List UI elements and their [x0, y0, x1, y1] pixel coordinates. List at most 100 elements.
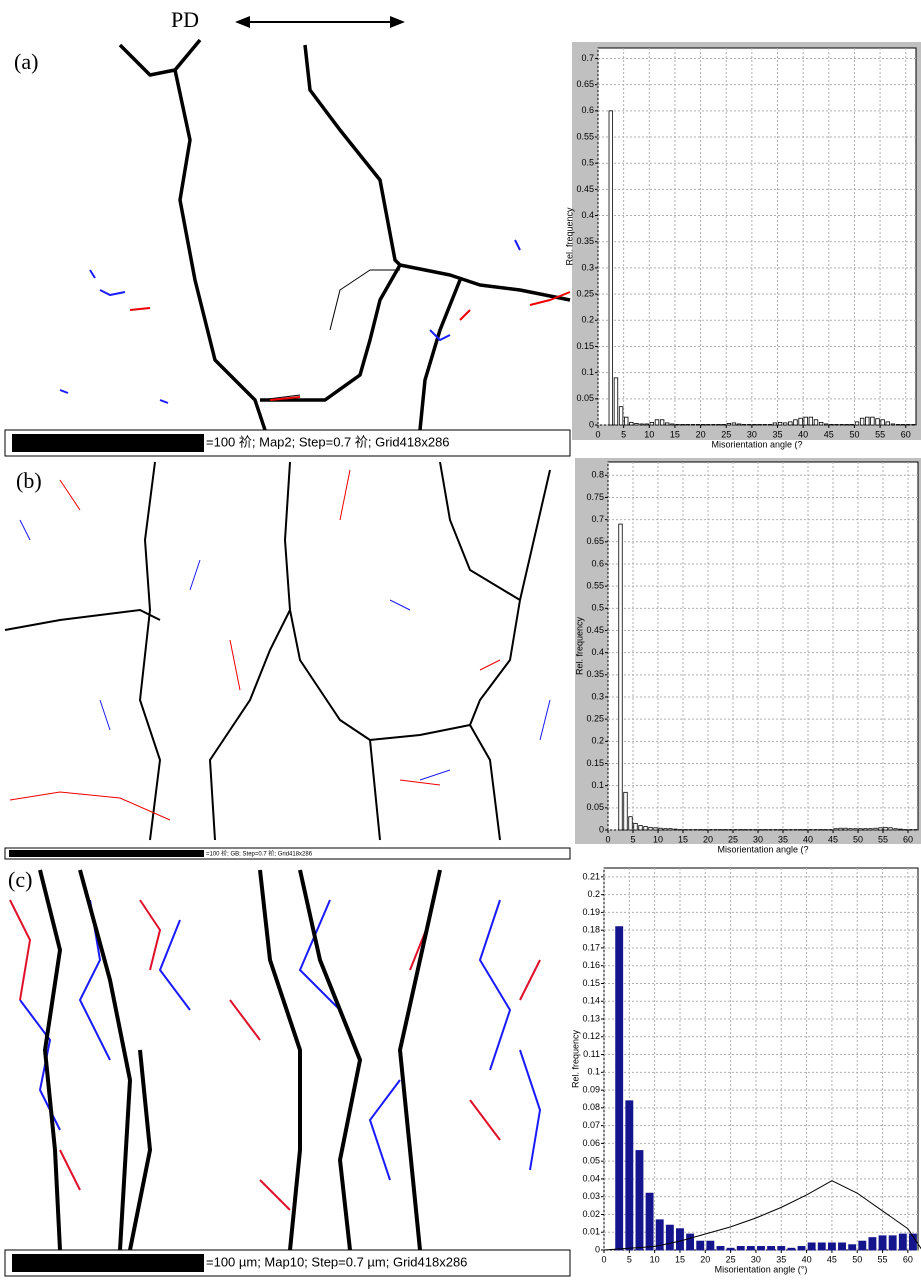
x-axis-label: Misorientation angle (?	[711, 439, 802, 449]
x-tick-label: 55	[875, 429, 885, 439]
bar	[789, 422, 793, 425]
x-tick-label: 45	[828, 834, 838, 844]
bar	[894, 829, 898, 830]
bar	[838, 1243, 845, 1250]
y-tick-label: 0.1	[591, 780, 604, 790]
y-tick-label: 0.17	[582, 942, 600, 952]
bar	[644, 826, 648, 830]
bar	[799, 418, 803, 425]
y-tick-label: 0.6	[581, 105, 594, 115]
bar	[778, 422, 782, 425]
figure: PD (a) =100 祄; Map2; Step=0.7 祄; Grid418…	[0, 0, 921, 1280]
x-tick-label: 50	[849, 429, 859, 439]
y-tick-label: 0.13	[582, 1013, 600, 1023]
bar	[639, 826, 643, 830]
y-tick-label: 0.14	[582, 996, 600, 1006]
bar	[839, 828, 843, 830]
bar	[886, 422, 890, 425]
bar	[660, 420, 664, 425]
bar	[830, 424, 834, 425]
y-tick-label: 0.19	[582, 907, 600, 917]
bar	[727, 423, 731, 425]
bar	[879, 1236, 886, 1250]
y-tick-label: 0.6	[591, 558, 604, 568]
bar	[666, 1225, 673, 1250]
bar	[912, 424, 916, 425]
y-tick-label: 0.02	[582, 1209, 600, 1219]
y-tick-label: 0.45	[576, 184, 594, 194]
x-tick-label: 0	[601, 1254, 606, 1264]
y-tick-label: 0.1	[581, 367, 594, 377]
bar	[864, 829, 868, 830]
bar	[737, 1246, 744, 1250]
bar	[859, 829, 863, 830]
bar	[783, 423, 787, 425]
y-tick-label: 0.04	[582, 1173, 600, 1183]
bar	[891, 424, 895, 425]
y-tick-label: 0.65	[576, 79, 594, 89]
bar	[706, 424, 710, 425]
bar	[835, 424, 839, 425]
x-tick-label: 30	[747, 429, 757, 439]
bar	[676, 1229, 683, 1250]
bar	[687, 1234, 694, 1250]
y-tick-label: 0.2	[581, 315, 594, 325]
x-tick-label: 0	[595, 429, 600, 439]
bar	[818, 1243, 825, 1250]
y-tick-label: 0.8	[591, 470, 604, 480]
y-tick-label: 0.2	[591, 736, 604, 746]
x-tick-label: 40	[798, 429, 808, 439]
bar	[899, 1234, 906, 1250]
bar	[664, 829, 668, 830]
bar	[686, 424, 690, 425]
bar	[707, 1241, 714, 1250]
bar	[855, 422, 859, 425]
map-b	[5, 462, 570, 859]
x-tick-label: 20	[703, 834, 713, 844]
y-axis-label: Rel. frequency	[574, 616, 584, 675]
bar	[768, 1246, 775, 1250]
x-tick-label: 50	[852, 1254, 862, 1264]
bar	[828, 1243, 835, 1250]
bar	[869, 829, 873, 830]
direction-label: PD	[171, 7, 199, 32]
y-tick-label: 0.35	[576, 236, 594, 246]
bar	[616, 927, 623, 1250]
bar	[634, 823, 638, 830]
bar	[697, 1241, 704, 1250]
bar	[896, 424, 900, 425]
y-tick-label: 0.05	[576, 393, 594, 403]
bar	[809, 417, 813, 425]
x-tick-label: 25	[726, 1254, 736, 1264]
y-tick-label: 0.4	[591, 647, 604, 657]
bar	[640, 424, 644, 425]
y-tick-label: 0.15	[576, 341, 594, 351]
bar	[691, 424, 695, 425]
bar	[768, 424, 772, 425]
y-tick-label: 0.5	[581, 158, 594, 168]
x-tick-label: 30	[751, 1254, 761, 1264]
bar	[845, 424, 849, 425]
y-tick-label: 0.08	[582, 1102, 600, 1112]
x-tick-label: 50	[853, 834, 863, 844]
direction-arrow	[235, 16, 405, 28]
bar	[778, 1246, 785, 1250]
bar	[624, 417, 628, 425]
y-tick-label: 0.55	[586, 581, 604, 591]
x-tick-label: 20	[700, 1254, 710, 1264]
y-tick-label: 0.3	[581, 262, 594, 272]
bar	[747, 1246, 754, 1250]
y-tick-label: 0.05	[582, 1156, 600, 1166]
bar	[619, 407, 623, 425]
x-axis-label: Misorientation angle (°)	[715, 1264, 808, 1274]
map-caption: =100 祄; GB; Step=0.7 祄; Grid418x286	[206, 850, 313, 858]
y-tick-label: 0.06	[582, 1138, 600, 1148]
bar	[681, 424, 685, 425]
bar	[899, 829, 903, 830]
plot-area	[604, 868, 918, 1250]
x-tick-label: 60	[901, 429, 911, 439]
y-tick-label: 0.15	[586, 758, 604, 768]
x-tick-label: 35	[778, 834, 788, 844]
bar	[635, 423, 639, 425]
bar	[850, 424, 854, 425]
